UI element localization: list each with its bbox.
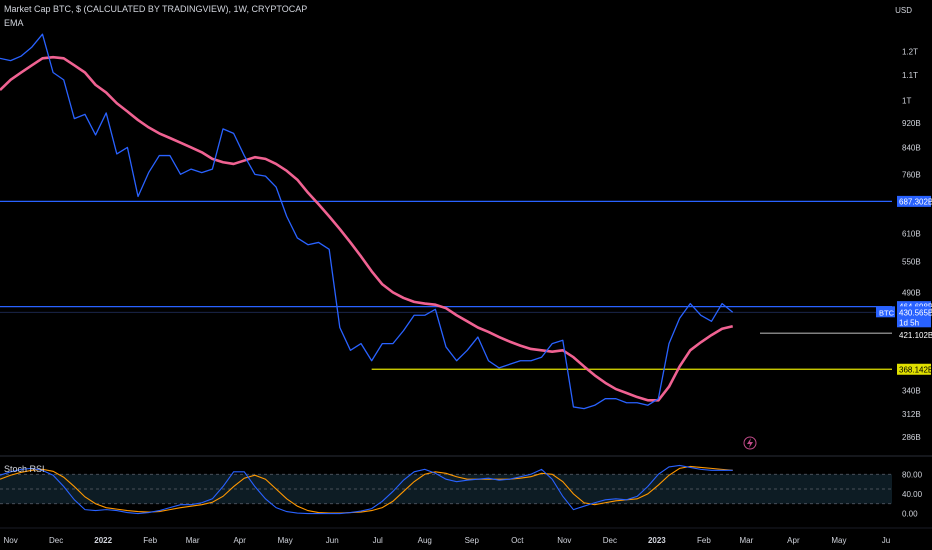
price-axis-tick: 610B — [902, 229, 921, 238]
price-axis-tick: 760B — [902, 170, 921, 179]
time-axis-tick: Feb — [697, 536, 711, 545]
time-axis-tick: Apr — [787, 536, 800, 545]
time-axis-tick: Feb — [143, 536, 157, 545]
countdown-label: 1d 5h — [899, 318, 919, 327]
price-axis-tick: 1.2T — [902, 48, 918, 57]
grid-layer — [0, 455, 932, 529]
stoch-rsi-axis-tick: 40.00 — [902, 490, 923, 499]
last-price-badge — [897, 306, 931, 328]
chart-title: Market Cap BTC, $ (CALCULATED BY TRADING… — [4, 4, 308, 14]
time-axis-tick: 2022 — [94, 536, 112, 545]
time-axis-tick: Sep — [465, 536, 480, 545]
price-plot — [0, 33, 734, 410]
time-axis-tick: Aug — [418, 536, 432, 545]
price-axis-tick: 286B — [902, 433, 921, 442]
price-line — [0, 33, 734, 410]
stoch-rsi-axis-tick: 0.00 — [902, 510, 918, 519]
support-price-label-bg — [897, 363, 931, 375]
price-axis-tick: 1.1T — [902, 71, 918, 80]
lightning-icon[interactable] — [743, 436, 757, 450]
price-axis-tick: 920B — [902, 119, 921, 128]
time-axis-tick: Apr — [233, 536, 246, 545]
price-axis-tick: 1T — [902, 97, 911, 106]
time-axis-tick: Dec — [603, 536, 617, 545]
last-price-label: 430.565B — [899, 308, 932, 317]
stoch-rsi-axis[interactable]: 80.00 40.00 0.00 — [902, 470, 923, 518]
ema-line — [0, 55, 734, 402]
time-axis-tick: Nov — [557, 536, 571, 545]
indicator-label[interactable]: EMA — [4, 18, 24, 28]
stoch-rsi-axis-tick: 80.00 — [902, 470, 923, 479]
price-axis-tick: 550B — [902, 257, 921, 266]
time-axis-tick: May — [831, 536, 846, 545]
time-axis-tick: Nov — [4, 536, 18, 545]
time-axis-tick: Mar — [186, 536, 200, 545]
currency-label: USD — [895, 6, 912, 15]
time-axis-tick: Ju — [882, 536, 890, 545]
price-axis-tick: 490B — [902, 288, 921, 297]
price-axis[interactable]: 1.2T1.1T1T920B840B760B610B550B490B450B34… — [902, 48, 921, 443]
price-labels-layer: 687.302B464.698B421.102B368.142BBTC430.5… — [876, 195, 932, 375]
price-axis-tick: 340B — [902, 387, 921, 396]
time-axis-tick: Dec — [49, 536, 63, 545]
stoch-rsi-plot — [0, 464, 733, 515]
ema-price-label: 421.102B — [899, 331, 932, 340]
time-axis-tick: 2023 — [648, 536, 666, 545]
resistance-price-label-bg — [897, 195, 931, 207]
horizontal-lines-layer — [0, 200, 892, 370]
time-axis-tick: Jul — [373, 536, 383, 545]
btc-symbol-badge — [876, 306, 895, 318]
resistance-price-label: 687.302B — [899, 197, 932, 206]
time-axis-tick: Oct — [511, 536, 524, 545]
stoch-rsi-label[interactable]: Stoch RSI — [4, 464, 45, 474]
time-axis-tick: Mar — [739, 536, 753, 545]
btc-symbol-label: BTC — [879, 308, 895, 317]
support-price-label: 368.142B — [899, 365, 932, 374]
price-axis-tick: 312B — [902, 410, 921, 419]
ema-price-label-bg — [897, 329, 931, 341]
time-axis-tick: May — [278, 536, 293, 545]
stoch-rsi-d-line — [0, 465, 733, 514]
price-axis-tick: 840B — [902, 143, 921, 152]
time-axis[interactable]: Nov Dec 2022 Feb Mar Apr May Jun Jul Aug Sep Oct Nov… — [4, 536, 891, 545]
time-axis-tick: Jun — [326, 536, 339, 545]
stoch-rsi-k-line — [0, 464, 733, 515]
